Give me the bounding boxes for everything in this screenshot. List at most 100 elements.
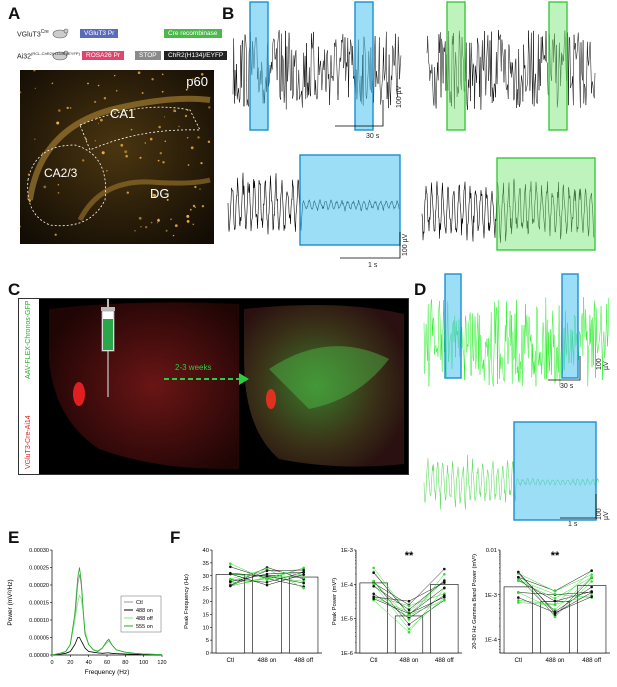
legend-label: 488 off	[136, 616, 153, 622]
x-tick-label: Ctl	[515, 657, 523, 664]
x-tick-label: 488 off	[435, 657, 454, 664]
hippocampus-micrograph: p60 CA1 CA2/3 DG	[20, 70, 214, 244]
mouse1-label: VGluT3	[17, 31, 41, 39]
peak-power-chart: 1E-3 1E-4 1E-5 1E-6 Peak Power (mV²) Ctl 488 o…	[332, 548, 462, 664]
panel-label-b: B	[222, 4, 235, 23]
animal-point	[407, 623, 411, 626]
animal-point	[590, 573, 593, 576]
syringe-icon	[101, 299, 115, 397]
legend-label: 555 on	[136, 624, 153, 630]
panel-c-frame: VGluT3-Cre-Ai14 AAV-FLEX-Chronos-GFP 2-3…	[18, 298, 409, 475]
animal-point	[302, 566, 305, 570]
animal-point	[553, 602, 557, 606]
region-dg-label: DG	[150, 186, 170, 201]
y-tick-label: 1E-3	[341, 548, 353, 554]
y-axis-label: Peak Frequency (Hz)	[184, 574, 190, 629]
animal-point	[407, 608, 411, 612]
panel-label-e: E	[8, 528, 20, 547]
y-tick-label: 1E-5	[341, 617, 353, 623]
light-stim-green	[446, 1, 466, 131]
d-scale-amp-top: 100 µV	[596, 358, 610, 370]
animal-point	[372, 595, 375, 599]
mouse1-sup: Cre	[40, 29, 49, 35]
y-tick-label: 1E-3	[485, 593, 497, 599]
light-stim-blue	[444, 273, 462, 379]
b-scale-time-top: 30 s	[366, 133, 380, 140]
y-tick-label: 0.00010	[29, 618, 49, 624]
stop-box: STOP	[135, 51, 161, 60]
peak-frequency-chart: 0 5 10 15 20 25 30 35 40 Peak Frequency (Hz) Ctl 48…	[184, 548, 322, 664]
arrow-label: 2-3 weeks	[175, 363, 212, 372]
y-tick-label: 25	[203, 587, 209, 593]
animal-point	[553, 599, 557, 603]
bar	[289, 576, 319, 654]
x-tick-label: 100	[139, 660, 148, 666]
side-label-red: VGluT3-Cre-Ai14	[25, 415, 32, 469]
y-tick-label: 0.00030	[29, 548, 49, 554]
animal-point	[407, 630, 411, 634]
animal-point	[590, 569, 593, 572]
light-stim-blue	[354, 1, 374, 131]
light-stim-blue-zoom	[299, 154, 401, 246]
y-tick-label: 5	[206, 638, 209, 644]
scale-bar	[340, 232, 401, 259]
animal-point	[590, 580, 593, 583]
micrograph-svg	[20, 70, 214, 244]
animal-point	[265, 567, 269, 571]
animal-point	[517, 575, 520, 579]
animal-point	[590, 591, 593, 594]
y-tick-label: 1E-6	[341, 651, 353, 657]
y-tick-label: 0.00015	[29, 601, 49, 607]
bar	[394, 615, 424, 654]
y-tick-label: 0.00005	[29, 636, 49, 642]
d-scale-amp-bottom: 100 µV	[596, 508, 610, 520]
light-stim-blue	[249, 1, 269, 131]
animal-point	[407, 604, 411, 608]
animal-point	[443, 592, 446, 595]
animal-point	[302, 586, 305, 590]
x-tick-label: 20	[67, 660, 73, 666]
psd-chart: 0.00030 0.00025 0.00020 0.00015 0.00010 0.000…	[7, 548, 167, 676]
light-stim-green	[548, 1, 568, 131]
region-ca23-label: CA2/3	[44, 166, 78, 180]
x-tick-label: 60	[104, 660, 110, 666]
animal-point	[553, 612, 557, 615]
animal-point	[517, 601, 520, 604]
animal-point	[553, 592, 557, 596]
x-tick-label: 120	[157, 660, 166, 666]
animal-point	[229, 572, 232, 576]
animal-point	[553, 608, 557, 611]
animal-point	[372, 571, 375, 575]
y-axis-label: Power (mV²/Hz)	[7, 579, 14, 625]
animal-point	[443, 586, 446, 590]
y-tick-label: 15	[203, 612, 209, 618]
significance-stars: **	[405, 550, 414, 562]
mouse-icon	[50, 26, 70, 39]
animal-point	[265, 574, 269, 578]
y-tick-label: 20	[203, 600, 209, 606]
gamma-power-chart: 0.01 1E-3 1E-4 20-80 Hz Gamma Band Power (m…	[472, 548, 610, 664]
animal-point	[229, 577, 232, 581]
x-tick-label: 488 on	[546, 657, 565, 664]
animal-point	[302, 581, 305, 585]
animal-point	[517, 591, 520, 594]
d-scale-time-bottom: 1 s	[568, 521, 578, 528]
animal-point	[443, 567, 446, 571]
animal-point	[302, 568, 305, 572]
panel-b-traces	[227, 1, 596, 259]
animal-point	[517, 570, 520, 574]
region-ca1-label: CA1	[110, 106, 136, 121]
animal-point	[407, 613, 411, 617]
mouse2-label: Ai32	[17, 53, 32, 61]
y-tick-label: 1E-4	[485, 638, 498, 644]
animal-point	[590, 585, 593, 589]
animal-point	[443, 595, 446, 599]
animal-point	[553, 589, 557, 593]
injection-site	[73, 382, 85, 406]
scale-bar	[560, 494, 597, 519]
y-tick-label: 40	[203, 548, 209, 554]
animal-point	[229, 584, 232, 588]
panel-label-c: C	[8, 280, 21, 299]
animal-point	[265, 569, 269, 573]
animal-point	[229, 562, 232, 565]
